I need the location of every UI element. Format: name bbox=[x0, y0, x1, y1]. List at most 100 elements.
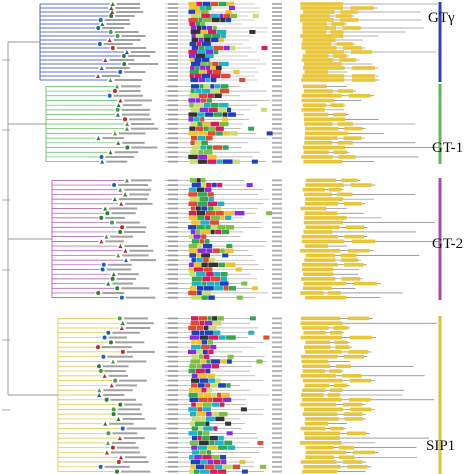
motif-box bbox=[226, 431, 233, 436]
gene-id-mark bbox=[272, 3, 282, 5]
motif-box bbox=[188, 131, 198, 136]
exon-box bbox=[343, 412, 363, 416]
exon-box bbox=[300, 6, 343, 10]
motif-box bbox=[201, 88, 211, 94]
exon-box bbox=[305, 178, 336, 183]
gene-id-mark bbox=[272, 470, 282, 473]
motif-box bbox=[206, 416, 215, 422]
leaf-marker bbox=[122, 62, 127, 66]
motif-box bbox=[191, 383, 198, 388]
gene-id-mark bbox=[272, 113, 282, 116]
exon-box bbox=[305, 445, 334, 450]
motif-box bbox=[230, 131, 238, 136]
gene-name-mark bbox=[105, 67, 130, 69]
motif-box bbox=[198, 373, 207, 379]
motif-box bbox=[201, 262, 208, 268]
exon-box bbox=[329, 426, 344, 431]
gene-id-mark bbox=[272, 94, 282, 97]
motif-box bbox=[198, 131, 208, 136]
exon-box bbox=[300, 402, 337, 407]
gene-id-mark bbox=[272, 465, 282, 468]
motif-box bbox=[220, 73, 231, 79]
motif-length-mark bbox=[168, 413, 178, 416]
exon-box bbox=[351, 50, 373, 54]
motif-box bbox=[197, 49, 206, 55]
motif-box bbox=[239, 78, 246, 82]
gene-id-mark bbox=[272, 456, 282, 459]
motif-box bbox=[189, 126, 196, 131]
motif-box bbox=[197, 407, 203, 412]
leaf-marker bbox=[107, 93, 112, 98]
exon-box bbox=[304, 192, 333, 197]
motif-length-mark bbox=[168, 118, 178, 121]
motif-box bbox=[207, 154, 217, 160]
motif-box bbox=[196, 187, 205, 192]
leaf-marker bbox=[99, 239, 104, 244]
motif-box bbox=[215, 440, 224, 446]
motif-box bbox=[223, 397, 232, 402]
leaf-marker bbox=[118, 402, 123, 407]
motif-box bbox=[204, 84, 210, 89]
gene-name-mark bbox=[122, 461, 149, 464]
gene-id-mark bbox=[272, 198, 282, 201]
exon-box bbox=[353, 281, 377, 286]
motif-box bbox=[205, 135, 213, 141]
gene-id-mark bbox=[272, 99, 282, 102]
gene-id-mark bbox=[272, 317, 282, 320]
motif-box bbox=[200, 98, 207, 103]
motif-box bbox=[198, 426, 203, 431]
motif-box bbox=[188, 349, 197, 355]
motif-box bbox=[189, 271, 196, 277]
gene-id-mark bbox=[272, 43, 282, 45]
exon-box bbox=[349, 335, 373, 340]
exon-box bbox=[302, 38, 336, 42]
exon-box bbox=[304, 70, 329, 74]
leaf-marker bbox=[110, 10, 115, 14]
motif-box bbox=[214, 93, 222, 98]
motif-box bbox=[198, 77, 206, 83]
gene-id-mark bbox=[272, 235, 282, 238]
exon-box bbox=[301, 239, 345, 244]
motif-length-mark bbox=[168, 249, 178, 252]
motif-box bbox=[251, 286, 258, 291]
gene-name-mark bbox=[121, 470, 151, 473]
motif-box bbox=[195, 53, 206, 59]
motif-box bbox=[209, 435, 218, 441]
exon-box bbox=[303, 465, 341, 469]
leaf-marker bbox=[105, 211, 110, 216]
gene-name-mark bbox=[104, 465, 130, 468]
motif-box bbox=[201, 234, 207, 239]
gene-id-mark bbox=[272, 451, 282, 454]
exon-box bbox=[304, 62, 342, 66]
motif-box bbox=[201, 364, 212, 369]
motif-box bbox=[225, 248, 234, 253]
exon-box bbox=[301, 93, 342, 98]
leaf-marker bbox=[102, 335, 107, 340]
gene-name-mark bbox=[125, 296, 156, 299]
motif-box bbox=[201, 340, 208, 345]
exon-box bbox=[302, 103, 327, 107]
leaf-marker bbox=[120, 225, 125, 230]
motif-box bbox=[204, 320, 213, 326]
motif-box bbox=[189, 5, 200, 11]
motif-box bbox=[194, 57, 202, 63]
exon-box bbox=[301, 78, 345, 82]
motif-box bbox=[212, 25, 217, 31]
gene-id-mark bbox=[272, 127, 282, 130]
motif-box bbox=[190, 88, 195, 94]
motif-box bbox=[203, 286, 214, 291]
motif-box bbox=[208, 325, 217, 331]
motif-box bbox=[188, 248, 197, 253]
motif-box bbox=[222, 112, 228, 117]
motif-length-mark bbox=[168, 408, 178, 411]
motif-box bbox=[239, 460, 246, 465]
motif-length-mark bbox=[168, 346, 178, 349]
gene-id-mark bbox=[272, 221, 282, 224]
exon-box bbox=[305, 295, 347, 300]
motif-box bbox=[206, 388, 212, 393]
exon-box bbox=[302, 326, 329, 330]
motif-box bbox=[227, 354, 234, 359]
leaf-marker bbox=[116, 140, 121, 145]
gene-id-mark bbox=[272, 277, 282, 280]
motif-box bbox=[226, 107, 231, 113]
